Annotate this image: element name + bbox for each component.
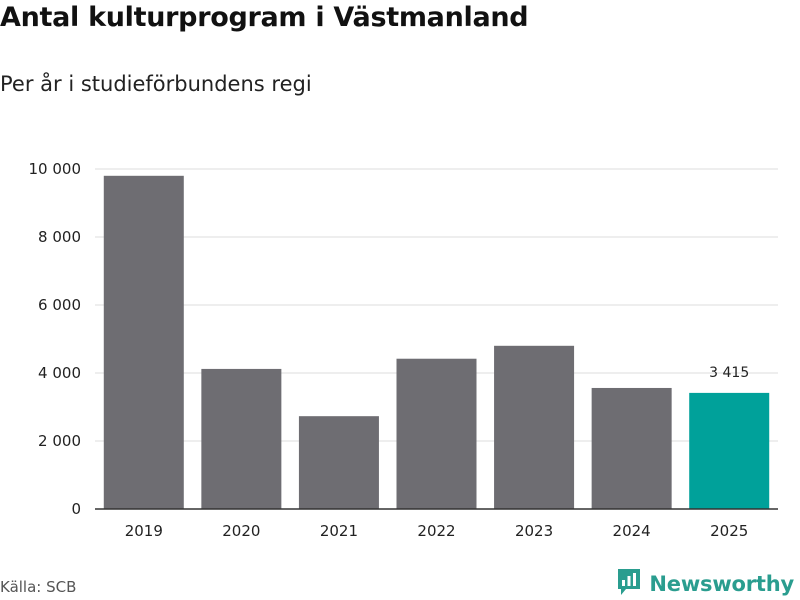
y-tick-label: 8 000	[38, 228, 81, 246]
x-tick-label: 2024	[613, 522, 651, 540]
newsworthy-logo-icon	[617, 568, 641, 600]
x-tick-label: 2020	[222, 522, 260, 540]
y-tick-label: 2 000	[38, 432, 81, 450]
y-tick-label: 10 000	[29, 160, 82, 178]
x-tick-label: 2023	[515, 522, 553, 540]
bar-2021	[298, 416, 379, 509]
bar-2019	[103, 175, 184, 510]
data-label: 3 415	[709, 365, 749, 381]
bar-2020	[201, 368, 282, 509]
bar-2025	[689, 392, 770, 509]
y-tick-label: 4 000	[38, 364, 81, 382]
bar-2023	[494, 345, 575, 509]
x-tick-label: 2022	[417, 522, 455, 540]
x-tick-label: 2019	[125, 522, 163, 540]
source-note: Källa: SCB	[0, 578, 77, 596]
y-tick-label: 0	[71, 500, 81, 518]
brand-logo: Newsworthy	[617, 568, 794, 600]
brand-name: Newsworthy	[649, 572, 794, 596]
x-tick-label: 2021	[320, 522, 358, 540]
y-tick-label: 6 000	[38, 296, 81, 314]
chart-title: Antal kulturprogram i Västmanland	[0, 2, 529, 33]
chart-subtitle: Per år i studieförbundens regi	[0, 72, 312, 96]
x-tick-label: 2025	[710, 522, 748, 540]
bar-2022	[396, 358, 477, 509]
bar-2024	[591, 387, 672, 509]
